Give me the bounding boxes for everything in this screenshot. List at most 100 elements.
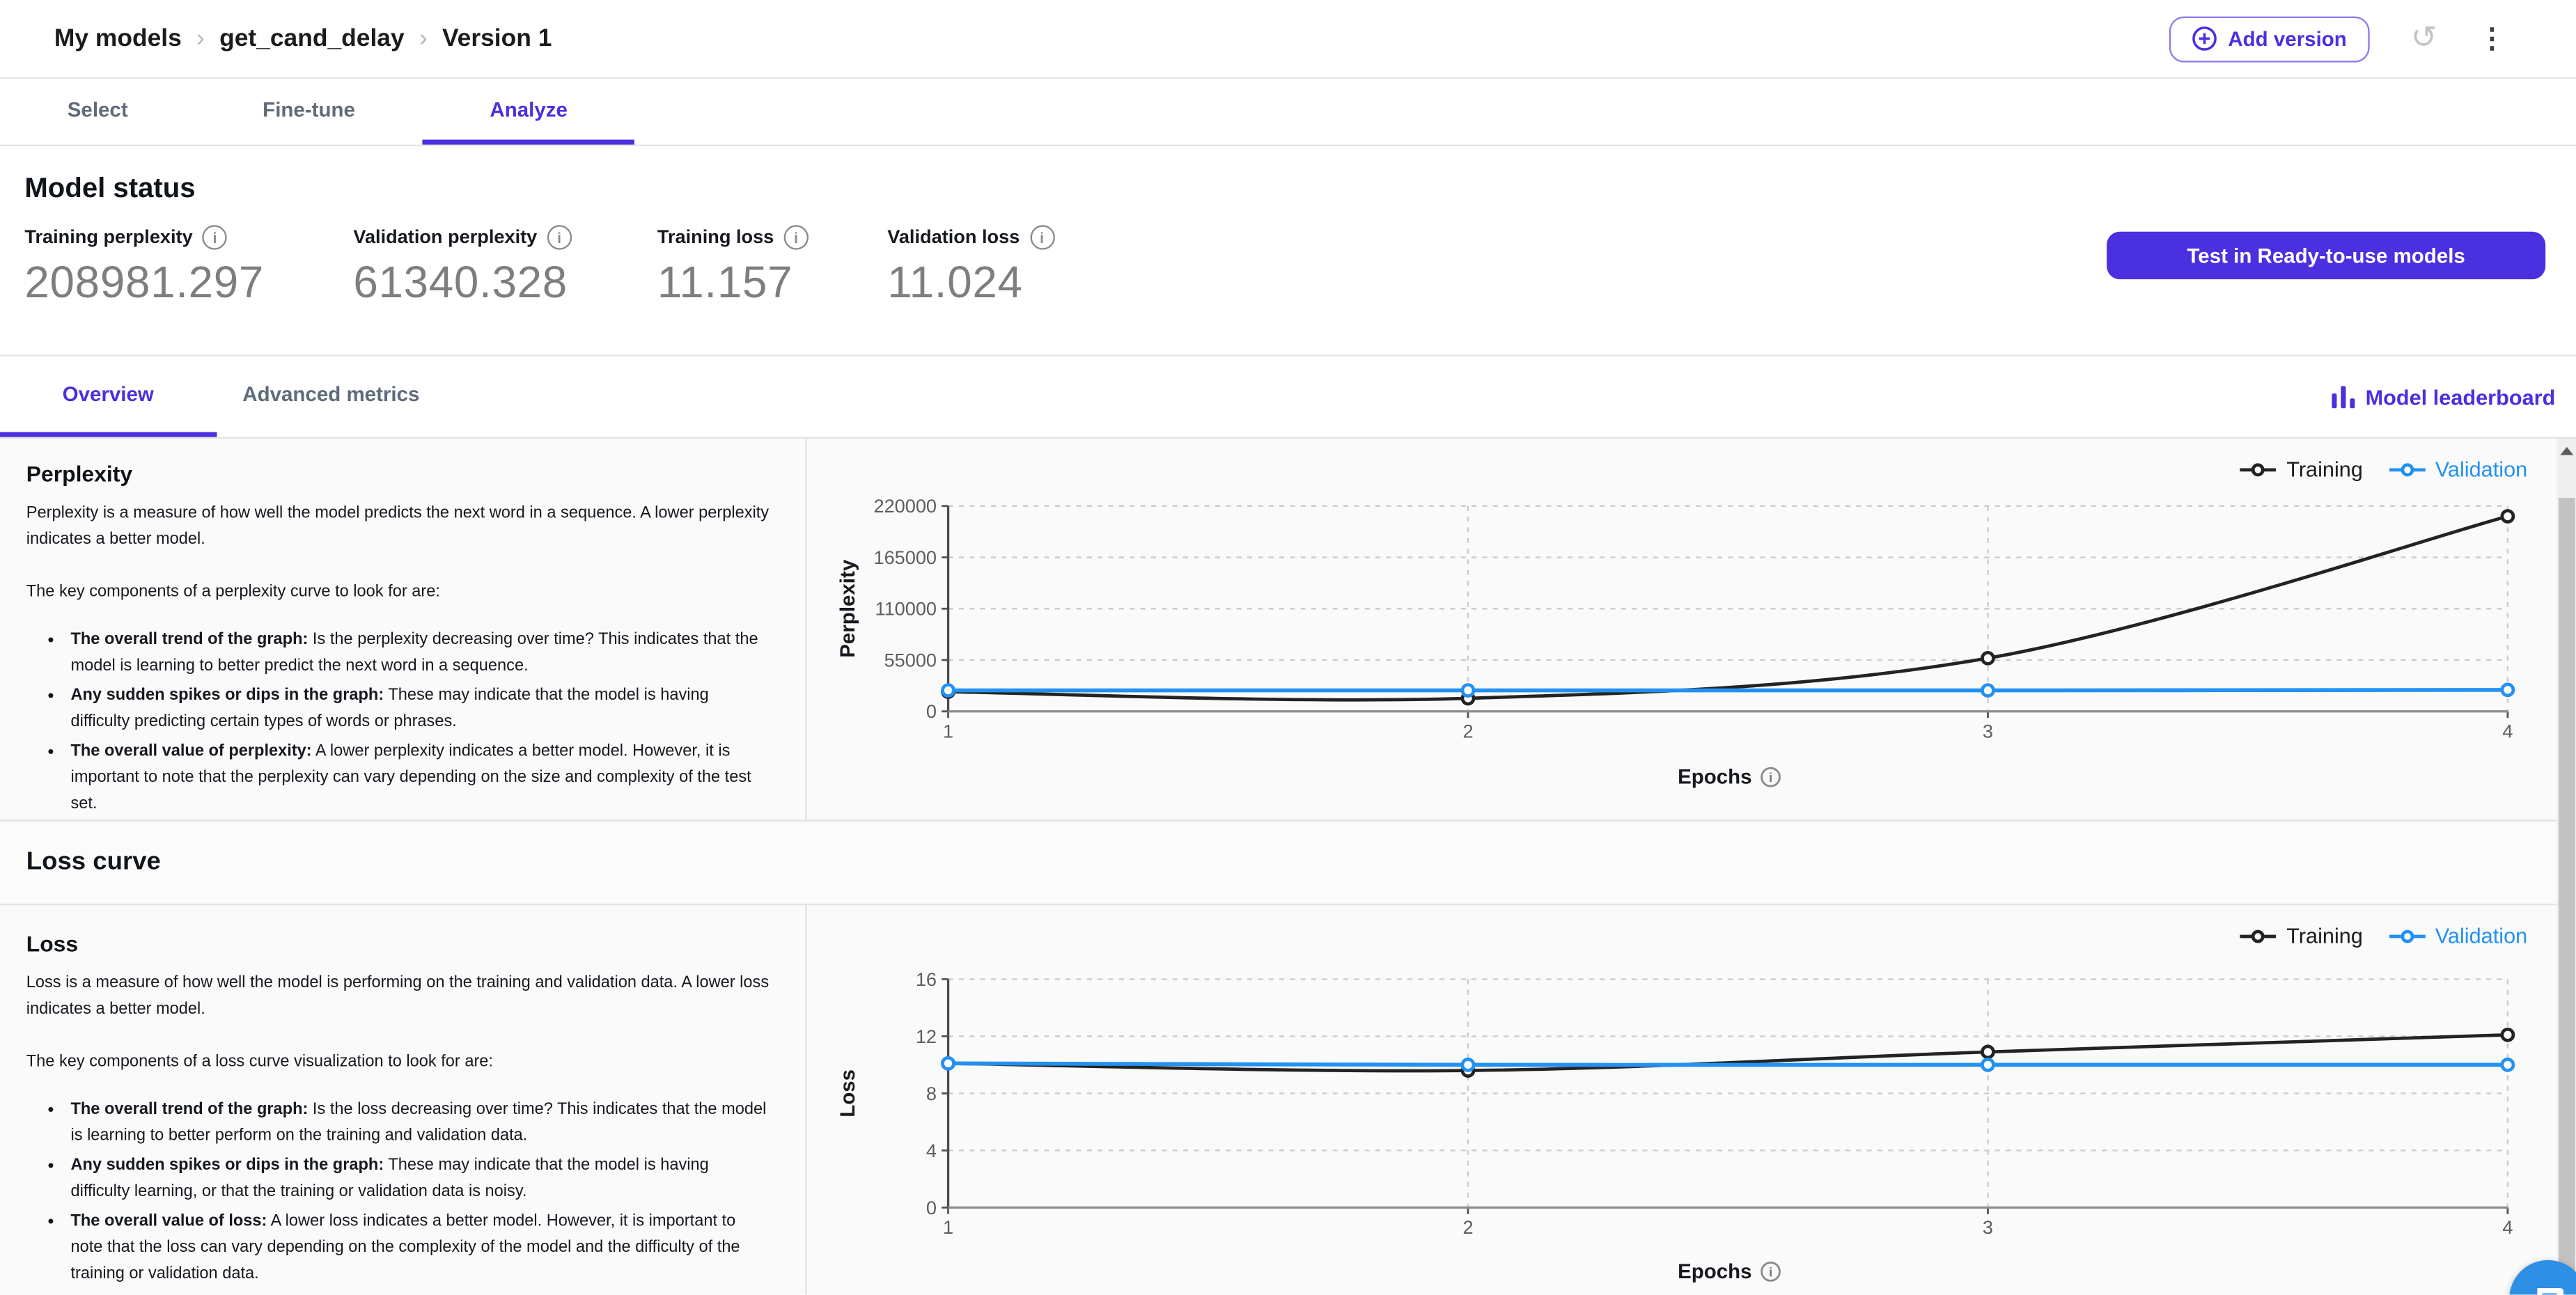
bullet-text: A lower loss indicates a better model. H… [70,1212,740,1283]
components-intro: The key components of a loss curve visua… [26,1053,493,1072]
chat-icon [2536,1287,2563,1295]
breadcrumb-chevron-icon: › [196,24,205,53]
analysis-subtabs: Overview Advanced metrics Model leaderbo… [0,356,2576,439]
vertical-scrollbar [2557,439,2576,1295]
loss-curve-band: Loss curve [0,819,2576,906]
svg-text:55000: 55000 [884,649,937,670]
breadcrumb: My models › get_cand_delay › Version 1 [54,24,552,52]
svg-text:4: 4 [2502,1216,2513,1238]
metric-validation-perplexity: Validation perplexity i 61340.328 [353,225,657,308]
bullet-bold: The overall value of loss: [70,1212,267,1231]
svg-text:165000: 165000 [874,547,937,568]
tab-analyze[interactable]: Analyze [422,79,635,145]
validation-series-marker-icon [2389,462,2426,476]
overflow-menu-icon[interactable]: ⋮ [2478,23,2508,54]
plus-circle-icon [2192,26,2217,51]
list-item: The overall trend of the graph: Is the l… [26,1097,770,1150]
legend-item-validation[interactable]: Validation [2389,456,2528,482]
svg-text:1: 1 [943,1216,953,1238]
svg-text:4: 4 [926,1140,937,1161]
tab-fine-tune[interactable]: Fine-tune [263,97,355,121]
tab-overview[interactable]: Overview [0,356,217,437]
loss-curve-title: Loss curve [26,847,161,876]
info-icon[interactable]: i [783,225,809,250]
page-header: My models › get_cand_delay › Version 1 A… [0,0,2576,79]
svg-text:2: 2 [1462,721,1473,742]
bullet-text: These may indicate that the model is hav… [70,1156,709,1201]
breadcrumb-model-name[interactable]: get_cand_delay [219,24,405,53]
section-title: Loss [26,931,79,957]
svg-text:110000: 110000 [875,598,937,620]
svg-text:2: 2 [1462,1216,1473,1238]
section-intro: Perplexity is a measure of how well the … [26,504,770,549]
svg-text:1: 1 [943,721,953,742]
legend-label: Validation [2435,456,2528,482]
bullet-bold: Any sudden spikes or dips in the graph: [70,686,384,705]
metric-label: Validation perplexity [353,227,538,248]
scrollbar-thumb[interactable] [2559,497,2575,1294]
metric-label: Training perplexity [24,227,193,248]
metric-training-perplexity: Training perplexity i 208981.297 [24,225,353,308]
legend-label: Training [2286,923,2363,948]
bar-chart-icon [2332,386,2356,409]
legend-item-training[interactable]: Training [2240,457,2363,481]
loss-row: Loss Loss is a measure of how well the m… [0,905,2576,1295]
legend-item-training[interactable]: Training [2240,923,2363,948]
svg-text:Epochs: Epochs [1678,1260,1752,1283]
workflow-tabs: Select Fine-tune Analyze [0,79,2576,147]
training-series-marker-icon [2240,462,2277,476]
model-status-title: Model status [24,172,196,204]
svg-text:0: 0 [926,1197,937,1218]
overview-content: Perplexity Perplexity is a measure of ho… [0,439,2576,1295]
legend-label: Validation [2435,923,2528,948]
breadcrumb-my-models[interactable]: My models [54,24,182,53]
bullet-bold: The overall trend of the graph: [70,631,309,650]
metric-value: 11.024 [887,258,1023,308]
loss-text-panel: Loss Loss is a measure of how well the m… [0,905,807,1295]
metrics-row: Training perplexity i 208981.297 Validati… [24,225,2576,308]
bullet-list: The overall trend of the graph: Is the l… [26,1097,770,1288]
legend-label: Training [2286,456,2363,482]
list-item: The overall value of loss: A lower loss … [26,1209,770,1288]
chart-legend: Training Validation [2240,923,2527,948]
section-title: Perplexity [26,462,133,487]
bullet-text: Is the loss decreasing over time? This i… [70,1100,767,1145]
metric-training-loss: Training loss i 11.157 [657,225,887,308]
bullet-bold: Any sudden spikes or dips in the graph: [70,1156,384,1175]
add-version-button[interactable]: Add version [2169,15,2370,62]
model-leaderboard-label: Model leaderboard [2365,384,2556,409]
tab-advanced-metrics[interactable]: Advanced metrics [242,382,420,406]
metric-value: 11.157 [657,258,793,308]
breadcrumb-chevron-icon: › [419,24,428,53]
svg-text:Epochs: Epochs [1678,766,1752,789]
model-leaderboard-link[interactable]: Model leaderboard [2332,384,2555,409]
perplexity-row: Perplexity Perplexity is a measure of ho… [0,439,2576,820]
svg-text:0: 0 [926,700,937,722]
tab-select[interactable]: Select [67,97,128,121]
svg-text:16: 16 [916,968,937,990]
metric-validation-loss: Validation loss i 11.024 [887,225,1150,308]
loss-chart-panel: Training Validation 0 4 8 12 16 1 2 3 4 Loss Epoch… [807,905,2576,1294]
svg-text:3: 3 [1983,1216,1993,1238]
svg-text:4: 4 [2502,721,2513,742]
model-status-section: Model status Training perplexity i 208981… [0,172,2576,357]
list-item: Any sudden spikes or dips in the graph: … [26,1154,770,1207]
info-icon[interactable]: i [202,225,228,250]
legend-item-validation[interactable]: Validation [2389,923,2528,948]
metric-label: Validation loss [887,227,1020,248]
svg-text:220000: 220000 [874,495,937,517]
perplexity-chart-panel: Training Validation 0 55000 110000 165000 22… [807,439,2576,819]
scroll-up-icon[interactable] [2560,446,2574,455]
bullet-text: A lower perplexity indicates a better mo… [70,742,751,814]
metric-label: Training loss [657,227,774,248]
version-history-icon[interactable]: ↺ [2410,21,2437,56]
info-icon[interactable]: i [547,225,572,250]
info-icon[interactable]: i [1029,225,1054,250]
add-version-label: Add version [2228,26,2347,50]
svg-text:i: i [1769,770,1772,785]
test-ready-to-use-button[interactable]: Test in Ready-to-use models [2107,231,2546,280]
bullet-text: These may indicate that the model is hav… [70,686,709,732]
components-intro: The key components of a perplexity curve… [26,583,440,602]
